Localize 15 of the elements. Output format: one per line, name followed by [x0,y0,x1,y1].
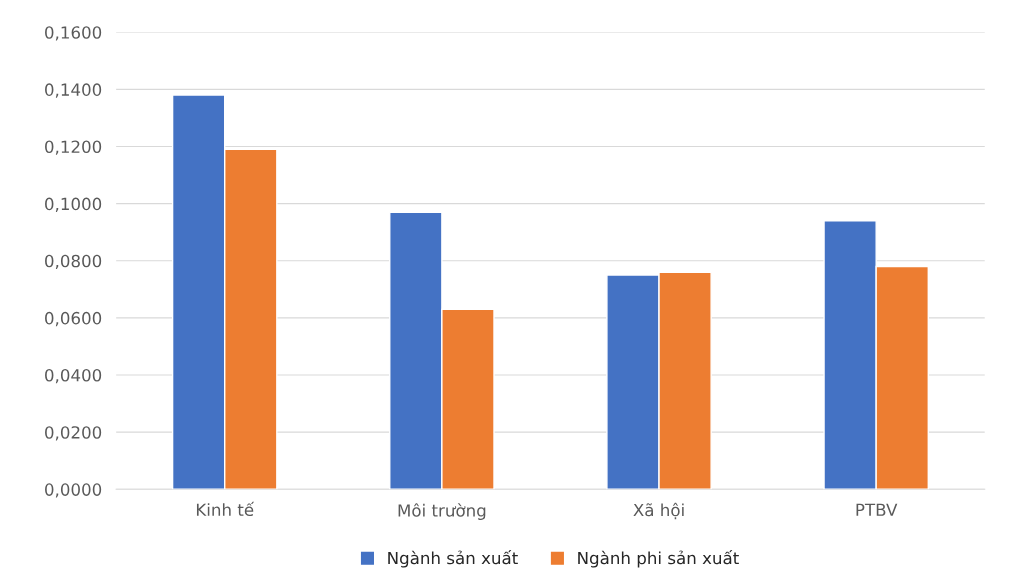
x-tick-label: PTBV [856,503,898,516]
y-tick-label: 0,1200 [45,140,102,155]
x-tick-label: Môi trường [398,503,486,520]
y-tick-label: 0,1600 [45,26,102,41]
y-tick-label: 0,0600 [45,311,102,327]
y-tick-label: 0,0800 [45,254,102,270]
y-tick-label: 0,0200 [45,426,102,441]
y-tick-label: 0,0400 [45,369,102,384]
y-tick-label: 0,1400 [45,83,102,98]
x-tick-label: Xã hội [633,502,684,520]
y-tick-label: 0,1000 [45,197,102,212]
legend-label: Ngành sản xuất [388,550,518,568]
y-tick-label: 0,0000 [45,483,102,498]
legend-label: Ngành phi sản xuất [578,550,739,568]
x-tick-label: Kinh tế [196,501,255,517]
